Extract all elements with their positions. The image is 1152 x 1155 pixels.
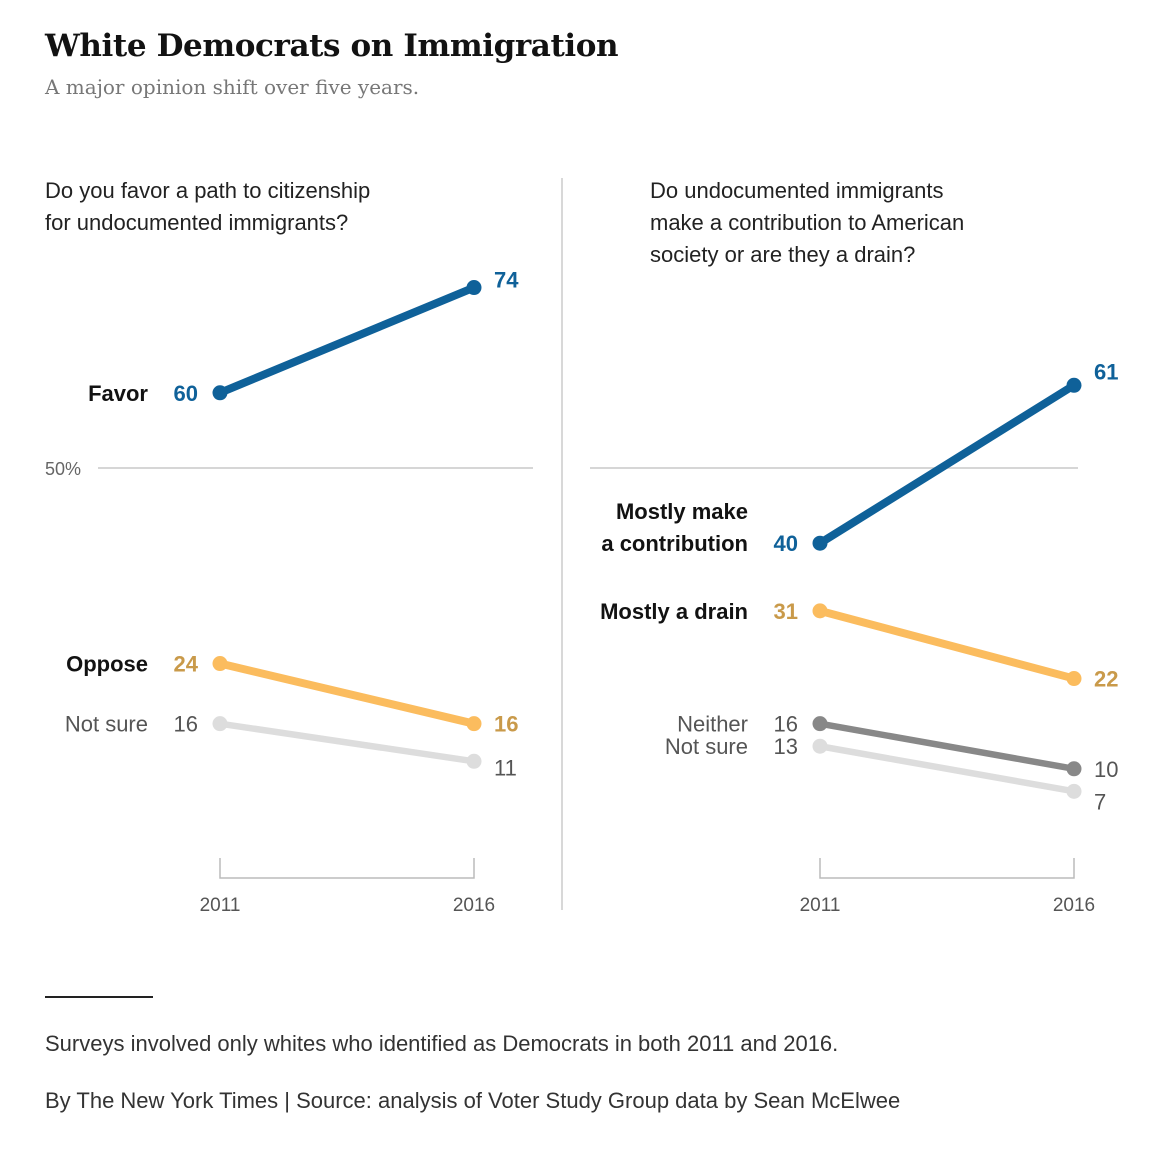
footnote-note: Surveys involved only whites who identif… [45, 1031, 839, 1056]
panel2-neither-point-2011 [812, 716, 828, 732]
panel2-neither-value-2011: 16 [774, 712, 798, 737]
panel2-neither-label: Neither [677, 712, 748, 737]
panel2-neither-point-2016 [1066, 761, 1082, 777]
panel1-x-tick-2011: 2011 [200, 895, 241, 916]
panel1-oppose-value-2016: 16 [494, 712, 518, 737]
panel1-favor-line [216, 283, 478, 397]
chart-title: White Democrats on Immigration [45, 28, 619, 64]
panel2-not-sure-point-2011 [812, 738, 828, 754]
panel1-x-axis [219, 858, 475, 879]
panel1-not-sure-value-2011: 16 [174, 712, 198, 737]
panel2-mostly-make-a-contribution-point-2011 [812, 535, 828, 551]
panel2-mostly-make-a-contribution-point-2016 [1066, 377, 1082, 393]
panel2-question: Do undocumented immigrants make a contrib… [650, 178, 964, 267]
panel2-not-sure-label: Not sure [665, 734, 748, 759]
panel2-mostly-a-drain-label: Mostly a drain [600, 599, 748, 624]
panel2-mostly-make-a-contribution-label: Mostly make a contribution [601, 499, 748, 556]
panel2-x-tick-2011: 2011 [800, 895, 841, 916]
panel1-not-sure-point-2011 [212, 716, 228, 732]
panel2-mostly-a-drain-value-2011: 31 [774, 599, 798, 624]
panel1-oppose-label: Oppose [66, 652, 148, 677]
panel1-oppose-line [216, 659, 478, 728]
panel1-favor-point-2016 [466, 280, 482, 296]
panel1-question: Do you favor a path to citizenship for un… [45, 178, 370, 235]
panel1-favor-label: Favor [88, 381, 148, 406]
panel1-favor-value-2011: 60 [174, 381, 198, 406]
panel1-not-sure-line [216, 720, 478, 765]
panel1-not-sure-label: Not sure [65, 712, 148, 737]
panel2-mostly-a-drain-point-2011 [812, 603, 828, 619]
panel2-mostly-a-drain-line [816, 606, 1078, 683]
panel2-x-axis [819, 858, 1075, 879]
panel2-mostly-a-drain-value-2016: 22 [1094, 667, 1118, 692]
panel1-reference-label: 50% [45, 459, 81, 479]
panel2-not-sure-value-2011: 13 [774, 734, 798, 759]
panel2-not-sure-line [816, 742, 1078, 795]
panel1-favor-point-2011 [212, 385, 228, 401]
panel1-not-sure-point-2016 [466, 753, 482, 769]
panel1-oppose-point-2016 [466, 716, 482, 732]
footnote-source: By The New York Times | Source: analysis… [45, 1088, 901, 1113]
panel1-oppose-value-2011: 24 [174, 652, 199, 677]
panel2-not-sure-point-2016 [1066, 783, 1082, 799]
panel2-mostly-make-a-contribution-line [816, 381, 1078, 548]
footnote-divider [45, 996, 153, 998]
panel2-not-sure-value-2016: 7 [1094, 789, 1106, 814]
panel2-mostly-make-a-contribution-value-2011: 40 [774, 531, 798, 556]
panel2-x-tick-2016: 2016 [1053, 895, 1095, 916]
panel2-mostly-make-a-contribution-value-2016: 61 [1094, 359, 1118, 384]
panel1-oppose-point-2011 [212, 656, 228, 672]
panel2-mostly-a-drain-point-2016 [1066, 671, 1082, 687]
panel1-not-sure-value-2016: 11 [494, 755, 517, 780]
panel1-favor-value-2016: 74 [494, 268, 519, 293]
chart-subtitle: A major opinion shift over five years. [45, 75, 420, 99]
panel1-x-tick-2016: 2016 [453, 895, 495, 916]
panel2-neither-value-2016: 10 [1094, 757, 1118, 782]
panel2-neither-line [816, 720, 1078, 773]
